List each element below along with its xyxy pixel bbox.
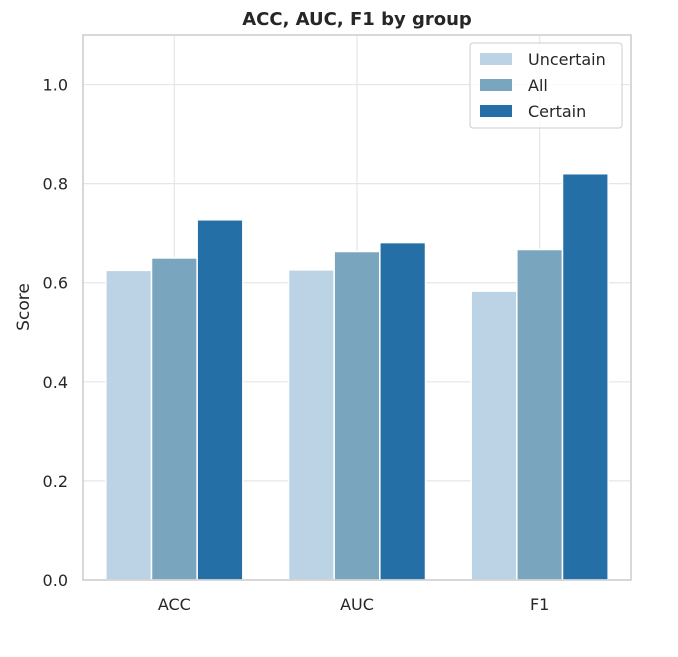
x-tick-label: ACC [158, 595, 191, 614]
y-tick-label: 0.0 [43, 571, 68, 590]
bar-certain-acc [196, 219, 244, 581]
y-axis-label: Score [14, 283, 34, 331]
y-tick-label: 0.2 [43, 472, 68, 491]
bar-all-auc [333, 250, 381, 581]
bar-certain-f1 [561, 172, 609, 581]
x-tick-label: F1 [530, 595, 549, 614]
bar-uncertain-f1 [470, 290, 518, 581]
x-tick-label: AUC [340, 595, 374, 614]
legend-swatch-uncertain [480, 53, 512, 65]
y-tick-label: 1.0 [43, 76, 68, 95]
bars-layer [105, 172, 609, 581]
x-tick-labels: ACC AUC F1 [158, 595, 550, 614]
y-tick-label: 0.4 [43, 373, 68, 392]
legend-swatch-all [480, 79, 512, 91]
legend-swatch-certain [480, 105, 512, 117]
chart-title: ACC, AUC, F1 by group [242, 9, 472, 30]
bar-uncertain-acc [105, 269, 153, 581]
plot-frame [82, 34, 632, 581]
bar-uncertain-auc [287, 269, 335, 581]
legend-label: Uncertain [528, 50, 606, 69]
legend-label: All [528, 76, 548, 95]
bar-all-f1 [516, 248, 564, 581]
y-tick-label: 0.8 [43, 175, 68, 194]
y-tick-label: 0.6 [43, 274, 68, 293]
bar-all-acc [150, 257, 198, 581]
legend-label: Certain [528, 102, 586, 121]
legend: Uncertain All Certain [469, 42, 623, 129]
bar-certain-auc [379, 241, 427, 581]
y-tick-labels: 0.0 0.2 0.4 0.6 0.8 1.0 [43, 76, 68, 590]
